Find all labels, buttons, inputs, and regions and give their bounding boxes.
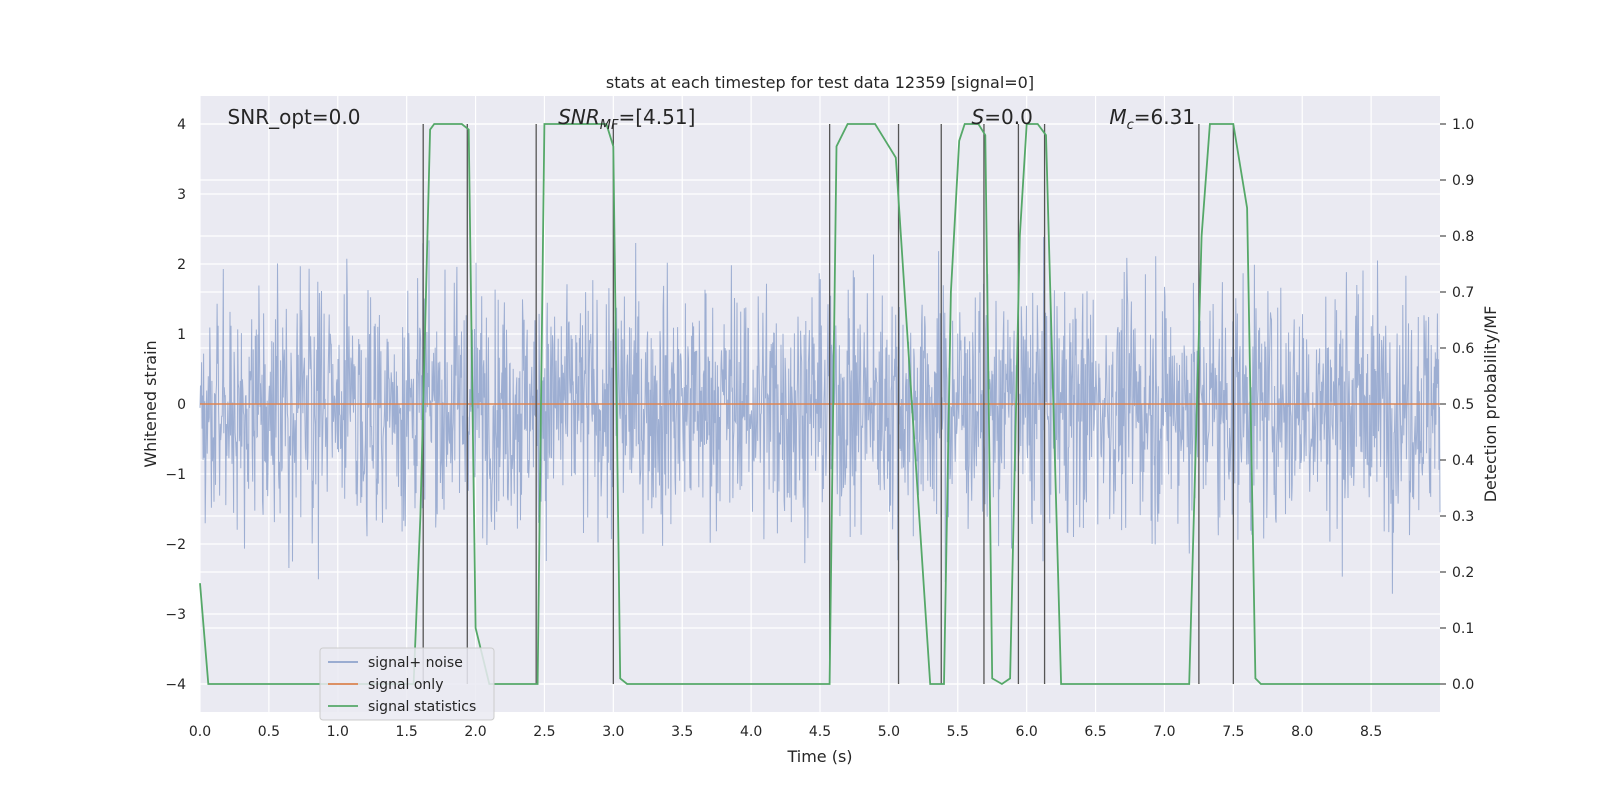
y-tick-label-4: 0 <box>177 397 186 413</box>
y2-tick-label-1: 0.1 <box>1452 621 1474 637</box>
chart-title: stats at each timestep for test data 123… <box>606 73 1034 92</box>
x-tick-label-12: 6.0 <box>1016 724 1038 740</box>
y-axis-title: Whitened strain <box>141 340 160 467</box>
y2-tick-label-2: 0.2 <box>1452 565 1474 581</box>
series-signal-statistics <box>199 123 1440 686</box>
y2-tick-label-7: 0.7 <box>1452 285 1474 301</box>
legend-box <box>319 647 495 721</box>
y2-tick-label-3: 0.3 <box>1452 509 1474 525</box>
y2-tick-label-8: 0.8 <box>1452 229 1474 245</box>
x-tick-label-15: 7.5 <box>1222 724 1244 740</box>
y-tick-label-3: −1 <box>165 467 186 483</box>
annotation-3: Mc=6.31 <box>1109 105 1195 133</box>
x-tick-label-0: 0.0 <box>189 724 211 740</box>
legend: signal+ noise signal only signal statist… <box>319 647 495 721</box>
x-tick-label-5: 2.5 <box>533 724 555 740</box>
annotation-0: SNR_opt=0.0 <box>228 105 361 129</box>
annotations: SNR_opt=0.0 SNRMF=[4.51] S=0.0 Mc=6.31 <box>228 105 1195 133</box>
x-tick-label-1: 0.5 <box>258 724 280 740</box>
y-tick-label-2: −2 <box>165 537 186 553</box>
x-tick-label-17: 8.5 <box>1360 724 1382 740</box>
y-tick-labels: −4 −3 −2 −1 0 1 2 3 4 <box>165 117 186 693</box>
x-tick-labels: 0.0 0.5 1.0 1.5 2.0 2.5 3.0 3.5 4.0 4.5 5.0 5.5 6.0 6… <box>189 724 1382 740</box>
y2-tick-label-4: 0.4 <box>1452 453 1474 469</box>
x-tick-label-6: 3.0 <box>602 724 624 740</box>
x-tick-label-4: 2.0 <box>464 724 486 740</box>
y2-tick-label-10: 1.0 <box>1452 117 1474 133</box>
y-tick-label-0: −4 <box>165 677 186 693</box>
x-tick-label-8: 4.0 <box>740 724 762 740</box>
y-tick-label-7: 3 <box>177 187 186 203</box>
x-tick-label-2: 1.0 <box>327 724 349 740</box>
x-tick-label-14: 7.0 <box>1153 724 1175 740</box>
y2-tick-label-6: 0.6 <box>1452 341 1474 357</box>
y-tick-label-5: 1 <box>177 327 186 343</box>
x-tick-label-10: 5.0 <box>878 724 900 740</box>
y-tick-label-1: −3 <box>165 607 186 623</box>
y2-tick-label-5: 0.5 <box>1452 397 1474 413</box>
y2-tick-label-9: 0.9 <box>1452 173 1474 189</box>
legend-label-signal-only: signal only <box>368 677 443 693</box>
legend-label-signal-statistics: signal statistics <box>368 699 476 715</box>
x-axis-title: Time (s) <box>786 747 852 766</box>
x-tick-label-16: 8.0 <box>1291 724 1313 740</box>
vertical-lines <box>422 124 1234 684</box>
x-tick-label-7: 3.5 <box>671 724 693 740</box>
x-tick-label-3: 1.5 <box>396 724 418 740</box>
x-tick-label-9: 4.5 <box>809 724 831 740</box>
legend-label-signal-noise: signal+ noise <box>368 655 463 671</box>
y-tick-label-6: 2 <box>177 257 186 273</box>
y2-tick-labels: 0.0 0.1 0.2 0.3 0.4 0.5 0.6 0.7 0.8 0.9 1.0 <box>1440 117 1474 693</box>
annotation-1: SNRMF=[4.51] <box>558 105 695 133</box>
x-tick-label-13: 6.5 <box>1084 724 1106 740</box>
y-tick-label-8: 4 <box>177 117 186 133</box>
annotation-2: S=0.0 <box>972 105 1033 129</box>
y2-tick-label-0: 0.0 <box>1452 677 1474 693</box>
x-tick-label-11: 5.5 <box>947 724 969 740</box>
y2-axis-title: Detection probability/MF <box>1481 306 1500 503</box>
